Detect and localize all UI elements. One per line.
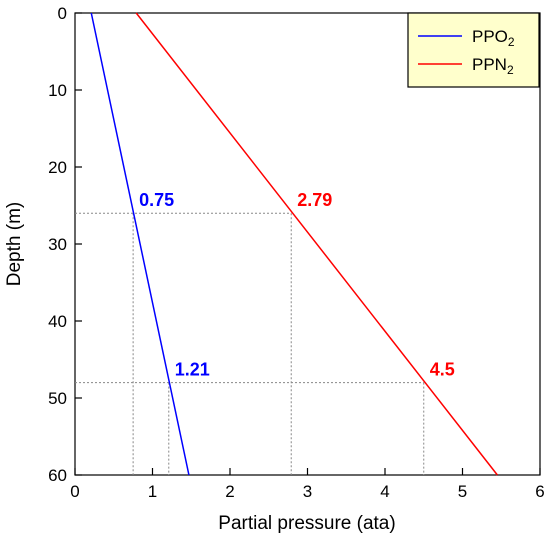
y-tick-label: 40 [48, 312, 67, 331]
x-tick-label: 3 [303, 482, 312, 501]
x-tick-label: 5 [458, 482, 467, 501]
legend: PPO2 PPN2 [407, 12, 540, 88]
x-tick-label: 0 [70, 482, 79, 501]
y-axis-title: Depth (m) [4, 202, 25, 286]
legend-label-ppn2: PPN2 [472, 55, 514, 77]
y-tick-label: 20 [48, 158, 67, 177]
y-tick-label: 60 [48, 466, 67, 485]
value-annotation: 4.5 [430, 360, 455, 380]
y-tick-label: 0 [58, 4, 67, 23]
x-axis-ticks: 0 1 2 3 4 5 6 [70, 468, 545, 501]
x-axis-title: Partial pressure (ata) [218, 513, 395, 534]
y-tick-label: 10 [48, 81, 67, 100]
series-lines [90, 12, 498, 476]
value-annotation: 1.21 [175, 360, 210, 380]
value-annotation: 0.75 [139, 190, 174, 210]
y-tick-label: 50 [48, 389, 67, 408]
series-line-ppo2 [90, 12, 190, 476]
value-annotations: 0.75 2.79 1.21 4.5 [139, 190, 455, 379]
x-tick-label: 6 [535, 482, 544, 501]
x-tick-label: 4 [380, 482, 389, 501]
value-annotation: 2.79 [297, 190, 332, 210]
legend-label-ppo2: PPO2 [472, 27, 515, 49]
y-tick-label: 30 [48, 235, 67, 254]
series-line-ppn2 [135, 12, 498, 476]
x-tick-label: 2 [225, 482, 234, 501]
legend-box [407, 12, 540, 88]
y-axis-ticks: 0 10 20 30 40 50 60 [48, 4, 82, 485]
reference-lines [75, 212, 425, 475]
x-tick-label: 1 [148, 482, 157, 501]
